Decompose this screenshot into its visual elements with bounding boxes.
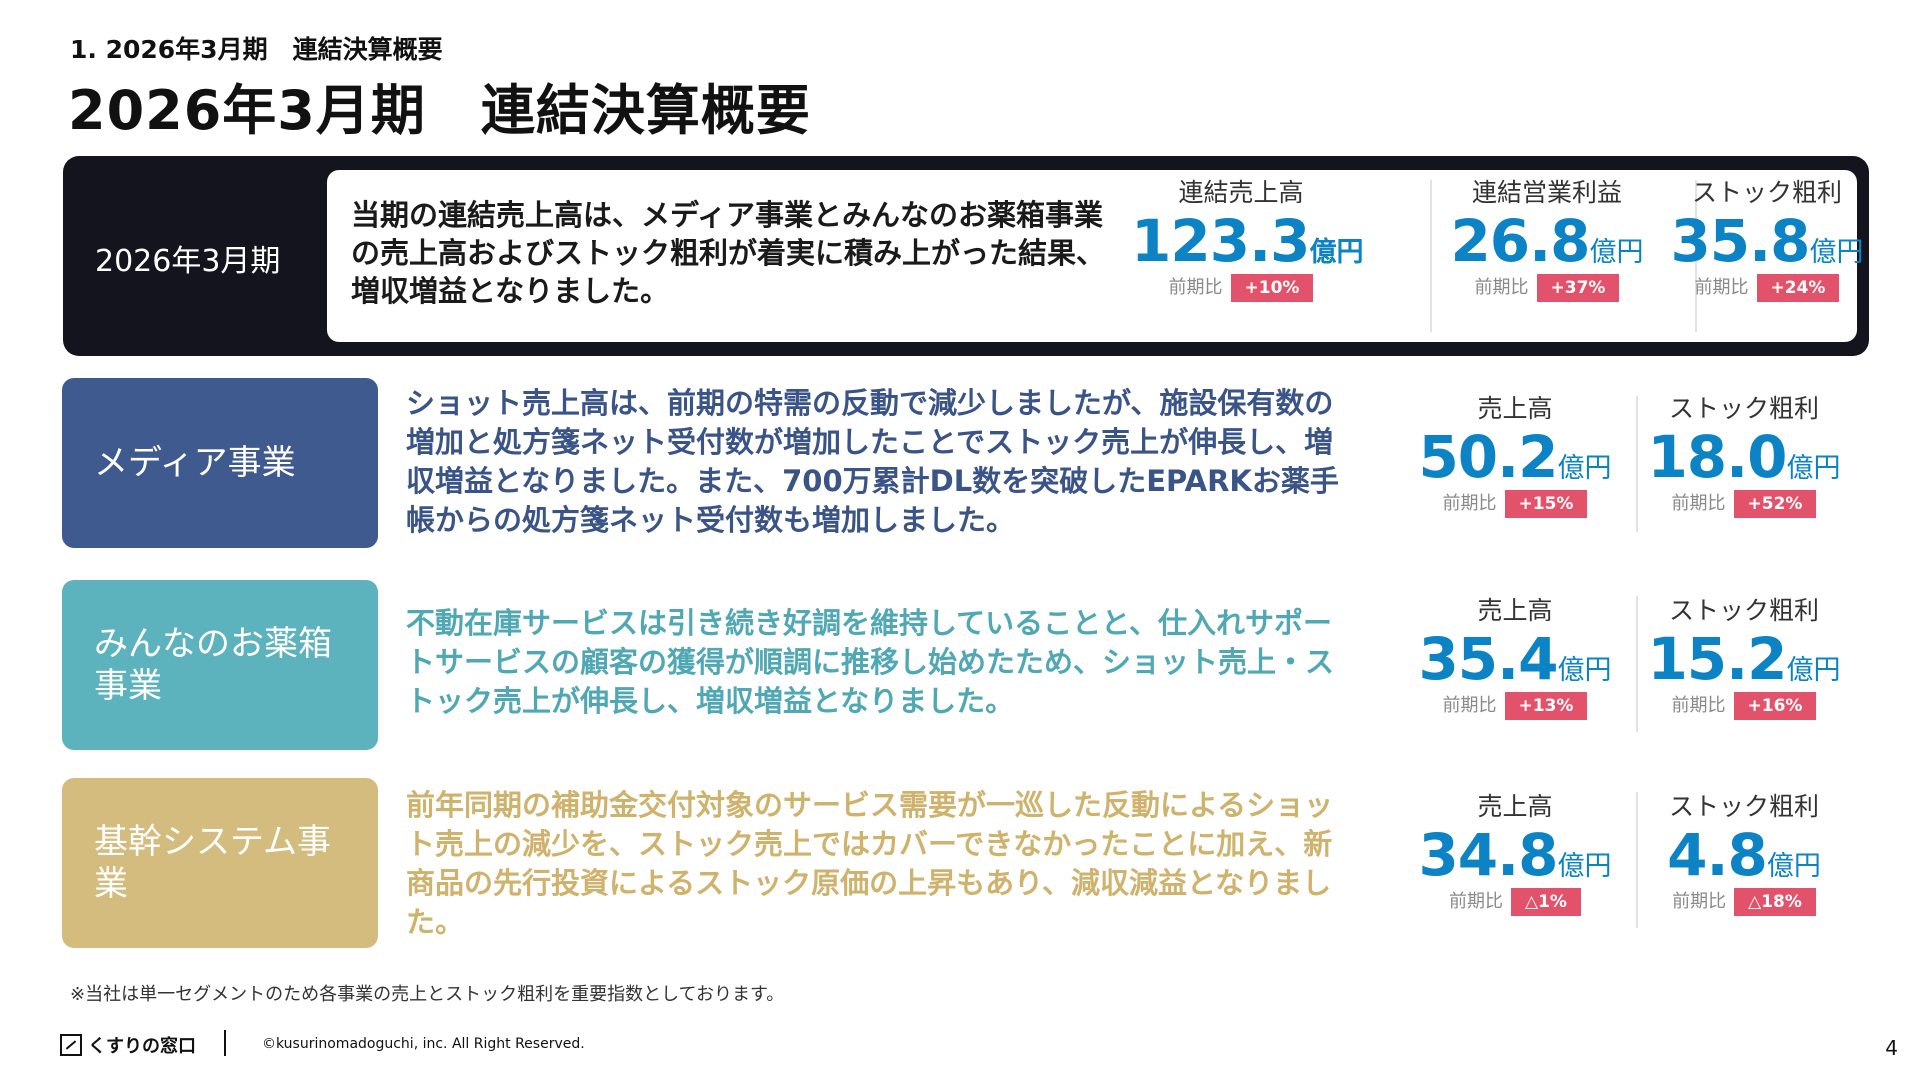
metric-unit: 億円	[1766, 851, 1821, 882]
divider	[1636, 792, 1638, 928]
metric-compare-label: 前期比	[1442, 695, 1497, 716]
metric-unit: 億円	[1786, 453, 1841, 484]
metric-consolidated-operating-profit: 連結営業利益 26.8億円 前期比 +37%	[1397, 176, 1697, 304]
segment-core-system-sales: 売上高 34.8億円 前期比 △1%	[1405, 790, 1625, 918]
metric-unit: 億円	[1589, 237, 1644, 268]
segment-core-system-stock-profit: ストック粗利 4.8億円 前期比 △18%	[1634, 790, 1854, 918]
metric-unit: 億円	[1786, 655, 1841, 686]
divider	[1430, 180, 1432, 332]
metric-value: 26.8	[1450, 207, 1590, 275]
change-badge: +37%	[1536, 274, 1620, 302]
metric-value: 35.8	[1670, 207, 1810, 275]
metric-unit: 億円	[1557, 453, 1612, 484]
summary-text: 当期の連結売上高は、メディア事業とみんなのお薬箱事業の売上高およびストック粗利が…	[351, 198, 1106, 308]
metric-compare-label: 前期比	[1672, 891, 1727, 912]
change-badge: +10%	[1230, 274, 1314, 302]
metric-value: 35.4	[1418, 625, 1558, 693]
metric-label: 連結売上高	[1178, 178, 1304, 207]
metric-value: 123.3	[1131, 207, 1310, 275]
metric-label: 売上高	[1477, 394, 1553, 423]
metric-compare-label: 前期比	[1442, 493, 1497, 514]
metric-compare-label: 前期比	[1168, 277, 1223, 298]
metric-label: ストック粗利	[1668, 596, 1819, 625]
change-badge: +15%	[1504, 490, 1588, 518]
metric-compare-label: 前期比	[1474, 277, 1529, 298]
metric-compare-label: 前期比	[1671, 493, 1726, 514]
logo-icon	[60, 1034, 82, 1056]
metric-unit: 億円	[1309, 237, 1364, 268]
change-badge: +16%	[1733, 692, 1817, 720]
copyright: ©kusurinomadoguchi, inc. All Right Reser…	[262, 1036, 585, 1052]
metric-value: 15.2	[1647, 625, 1787, 693]
metric-compare-label: 前期比	[1449, 891, 1504, 912]
logo-text: くすりの窓口	[88, 1036, 196, 1057]
metric-value: 50.2	[1418, 423, 1558, 491]
metric-consolidated-sales: 連結売上高 123.3億円 前期比 +10%	[1131, 176, 1363, 304]
segment-okusuribako-text: 不動在庫サービスは引き続き好調を維持していることと、仕入れサポートサービスの顧客…	[406, 606, 1335, 718]
metric-label: ストック粗利	[1691, 178, 1842, 207]
segment-core-system-text: 前年同期の補助金交付対象のサービス需要が一巡した反動によるショット売上の減少を、…	[406, 788, 1334, 939]
metric-stock-gross-profit: ストック粗利 35.8億円 前期比 +24%	[1667, 176, 1867, 304]
segment-okusuribako-stock-profit: ストック粗利 15.2億円 前期比 +16%	[1634, 594, 1854, 722]
segment-core-system-label-box: 基幹システム事業	[62, 778, 378, 948]
footer-divider	[224, 1030, 226, 1056]
change-badge: △18%	[1734, 888, 1816, 916]
segment-okusuribako-label-box: みんなのお薬箱事業	[62, 580, 378, 750]
metric-unit: 億円	[1557, 655, 1612, 686]
segment-name: みんなのお薬箱事業	[94, 624, 332, 706]
metric-value: 4.8	[1667, 821, 1768, 889]
change-badge: +24%	[1756, 274, 1840, 302]
breadcrumb: 1. 2026年3月期 連結決算概要	[70, 35, 443, 64]
metric-label: 連結営業利益	[1471, 178, 1622, 207]
segment-media-sales: 売上高 50.2億円 前期比 +15%	[1405, 392, 1625, 520]
change-badge: △1%	[1511, 888, 1581, 916]
metric-unit: 億円	[1557, 851, 1612, 882]
footnote: ※当社は単一セグメントのため各事業の売上とストック粗利を重要指数としております。	[70, 984, 785, 1005]
page-title: 2026年3月期 連結決算概要	[68, 79, 811, 142]
metric-value: 34.8	[1418, 821, 1558, 889]
segment-name: 基幹システム事業	[94, 822, 331, 904]
segment-media-label-box: メディア事業	[62, 378, 378, 548]
segment-okusuribako-sales: 売上高 35.4億円 前期比 +13%	[1405, 594, 1625, 722]
metric-compare-label: 前期比	[1671, 695, 1726, 716]
metric-value: 18.0	[1647, 423, 1787, 491]
metric-compare-label: 前期比	[1694, 277, 1749, 298]
page-number: 4	[1885, 1036, 1898, 1060]
summary-period-label: 2026年3月期	[95, 244, 281, 279]
segment-name: メディア事業	[94, 443, 296, 483]
summary-panel: 2026年3月期 当期の連結売上高は、メディア事業とみんなのお薬箱事業の売上高お…	[63, 156, 1869, 356]
segment-media-stock-profit: ストック粗利 18.0億円 前期比 +52%	[1634, 392, 1854, 520]
metric-label: 売上高	[1477, 792, 1553, 821]
divider	[1636, 596, 1638, 732]
metric-label: 売上高	[1477, 596, 1553, 625]
divider	[1695, 180, 1697, 332]
metric-label: ストック粗利	[1668, 394, 1819, 423]
metric-unit: 億円	[1809, 237, 1864, 268]
change-badge: +13%	[1504, 692, 1588, 720]
change-badge: +52%	[1733, 490, 1817, 518]
segment-media-text: ショット売上高は、前期の特需の反動で減少しましたが、施設保有数の増加と処方箋ネッ…	[406, 386, 1339, 537]
company-logo: くすりの窓口	[60, 1032, 196, 1058]
divider	[1636, 396, 1638, 532]
metric-label: ストック粗利	[1668, 792, 1819, 821]
summary-content: 当期の連結売上高は、メディア事業とみんなのお薬箱事業の売上高およびストック粗利が…	[327, 170, 1864, 342]
